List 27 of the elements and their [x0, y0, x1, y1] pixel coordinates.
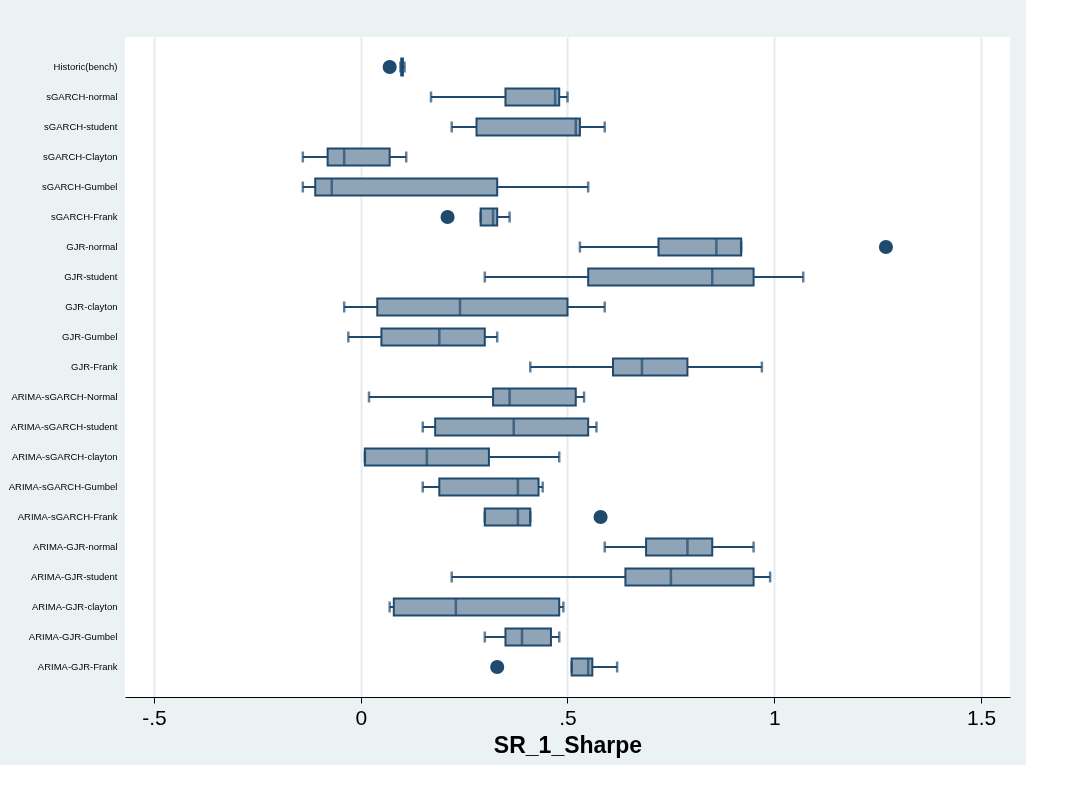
y-tick-label: GJR-Frank — [71, 361, 118, 372]
y-tick-label: GJR-normal — [66, 241, 118, 252]
y-tick-label: ARIMA-GJR-Frank — [37, 661, 118, 672]
y-tick-label: GJR-Gumbel — [62, 331, 118, 342]
x-tick-label: .5 — [559, 705, 577, 729]
y-tick-label: sGARCH-Clayton — [43, 151, 118, 162]
x-tick-label: -.5 — [142, 705, 167, 729]
x-tick-label: 1.5 — [966, 705, 997, 729]
y-tick-label: ARIMA-GJR-Gumbel — [28, 631, 118, 642]
x-tick-label: 0 — [355, 705, 368, 729]
y-tick-label: ARIMA-sGARCH-student — [10, 421, 118, 432]
y-tick-label: sGARCH-normal — [46, 91, 118, 102]
y-tick-label: ARIMA-GJR-clayton — [31, 601, 118, 612]
y-tick-label: sGARCH-Frank — [50, 211, 118, 222]
y-tick-label: GJR-clayton — [65, 301, 118, 312]
x-axis-title: SR_1_Sharpe — [493, 731, 643, 758]
y-tick-label: ARIMA-sGARCH-Normal — [11, 391, 118, 402]
y-tick-label: ARIMA-sGARCH-Gumbel — [8, 481, 118, 492]
y-tick-label: ARIMA-sGARCH-Frank — [17, 511, 118, 522]
y-tick-label: ARIMA-sGARCH-clayton — [11, 451, 118, 462]
y-tick-label: ARIMA-GJR-normal — [33, 541, 118, 552]
y-tick-label: sGARCH-Gumbel — [42, 181, 118, 192]
y-tick-label: GJR-student — [64, 271, 118, 282]
y-tick-label: Historic(bench) — [53, 61, 118, 72]
y-tick-label: sGARCH-student — [44, 121, 118, 132]
y-tick-label: ARIMA-GJR-student — [30, 571, 118, 582]
x-tick-label: 1 — [768, 705, 781, 729]
